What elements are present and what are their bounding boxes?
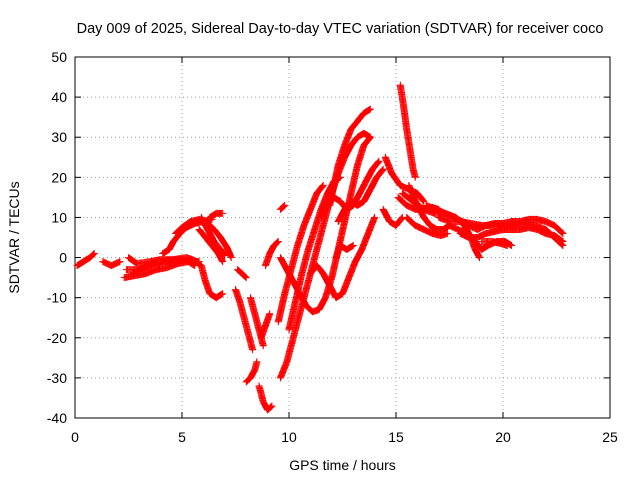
- y-tick-label: 30: [51, 129, 67, 145]
- series-track-41: [478, 238, 511, 249]
- data-markers: [306, 213, 379, 302]
- y-axis-label: SDTVAR / TECUs: [6, 181, 22, 293]
- series-track-01: [73, 250, 98, 270]
- series-track-11: [202, 218, 235, 262]
- x-tick-label: 25: [602, 429, 618, 445]
- y-tick-label: -10: [47, 290, 67, 306]
- data-markers: [202, 218, 235, 262]
- x-tick-label: 10: [281, 429, 297, 445]
- x-tick-label: 15: [388, 429, 404, 445]
- series-track-18: [255, 382, 276, 414]
- series-track-24: [274, 181, 327, 326]
- x-tick-label: 0: [71, 429, 79, 445]
- series-track-35: [403, 213, 451, 239]
- data-markers: [232, 286, 257, 354]
- series-track-29: [332, 242, 357, 262]
- series-track-30: [379, 205, 406, 229]
- series-track-36: [405, 181, 453, 233]
- series-track-12: [206, 209, 227, 221]
- series-track-14: [232, 286, 257, 354]
- series-track-27: [326, 105, 374, 209]
- y-tick-label: -20: [47, 330, 67, 346]
- data-markers: [403, 213, 451, 239]
- plot-frame: [74, 56, 611, 419]
- data-markers: [326, 105, 374, 209]
- data-markers: [456, 224, 567, 245]
- x-axis-label: GPS time / hours: [289, 457, 396, 473]
- y-tick-label: -30: [47, 370, 67, 386]
- series-track-15: [242, 358, 261, 386]
- series-track-40: [456, 224, 567, 245]
- data-markers: [332, 242, 357, 262]
- data-markers: [257, 310, 274, 342]
- series-track-13: [234, 266, 250, 282]
- y-axis: -40 -30 -20 -10 0 10 20 30 40 50: [47, 49, 610, 426]
- series-track-20: [276, 201, 289, 213]
- series-track-19: [262, 238, 282, 270]
- x-axis: 0 5 10 15 20 25: [71, 57, 618, 445]
- data-markers: [334, 165, 387, 225]
- data-markers: [405, 181, 453, 233]
- x-tick-label: 20: [495, 429, 511, 445]
- y-tick-label: 50: [51, 49, 67, 65]
- series-track-32: [396, 81, 419, 181]
- data-markers: [129, 256, 203, 278]
- y-tick-label: 20: [51, 169, 67, 185]
- y-tick-label: 0: [59, 250, 67, 266]
- data-series: [73, 81, 567, 414]
- series-track-06: [129, 256, 203, 278]
- data-markers: [99, 258, 124, 270]
- data-markers: [478, 238, 511, 249]
- y-tick-label: -40: [47, 410, 67, 426]
- x-tick-label: 5: [178, 429, 186, 445]
- data-markers: [379, 205, 406, 229]
- data-markers: [195, 226, 227, 266]
- data-markers: [234, 266, 250, 282]
- data-markers: [73, 250, 98, 270]
- series-track-10: [195, 226, 227, 266]
- y-tick-label: 10: [51, 209, 67, 225]
- series-track-02: [99, 258, 124, 270]
- data-markers: [276, 201, 289, 213]
- data-markers: [396, 81, 419, 181]
- data-markers: [255, 382, 276, 414]
- data-markers: [206, 209, 227, 221]
- data-markers: [242, 358, 261, 386]
- chart-title: Day 009 of 2025, Sidereal Day-to-day VTE…: [77, 21, 604, 37]
- series-track-17: [257, 310, 274, 342]
- series-track-28: [334, 165, 387, 225]
- data-markers: [262, 238, 282, 270]
- series-track-25: [306, 213, 379, 302]
- y-tick-label: 40: [51, 89, 67, 105]
- data-markers: [274, 181, 327, 326]
